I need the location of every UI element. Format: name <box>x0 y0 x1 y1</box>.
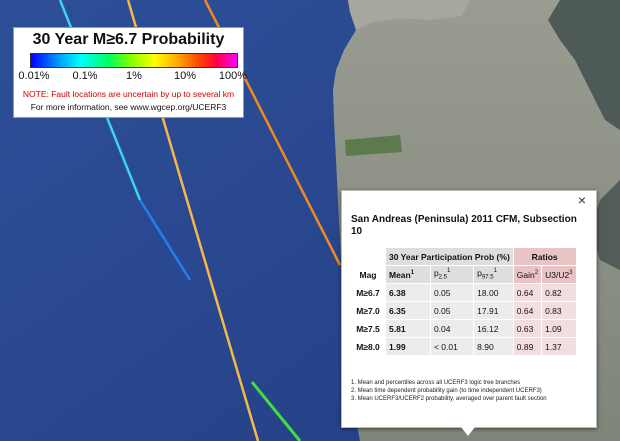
legend-note: NOTE: Fault locations are uncertain by u… <box>22 89 235 99</box>
probability-table: 30 Year Participation Prob (%) Ratios Ma… <box>350 247 577 356</box>
footnote: 3. Mean UCERF3/UCERF2 probability, avera… <box>351 396 547 402</box>
header-participation: 30 Year Participation Prob (%) <box>386 248 513 265</box>
popup-pointer <box>461 427 475 436</box>
table-group-header: 30 Year Participation Prob (%) Ratios <box>351 248 576 265</box>
table-row: M≥7.0 6.35 0.05 17.91 0.64 0.83 <box>351 302 576 319</box>
footnote: 1. Mean and percentiles across all UCERF… <box>351 380 521 386</box>
popup-title: San Andreas (Peninsula) 2011 CFM, Subsec… <box>351 214 577 237</box>
table-column-header: Mag Mean1 p2.51 p97.51 Gain2 U3/U23 <box>351 266 576 283</box>
header-mean: Mean1 <box>386 266 430 283</box>
probability-legend: 30 Year M≥6.7 Probability 0.01% 0.1% 1% … <box>13 27 248 118</box>
header-mag: Mag <box>359 269 377 280</box>
table-row: M≥7.5 5.81 0.04 16.12 0.63 1.09 <box>351 320 576 337</box>
legend-info: For more information, see www.wgcep.org/… <box>30 102 227 112</box>
park <box>345 135 402 156</box>
legend-tick: 100% <box>218 70 248 82</box>
bay-water <box>548 0 620 130</box>
header-p975: p97.51 <box>474 266 513 283</box>
footnotes: 1. Mean and percentiles across all UCERF… <box>351 379 547 403</box>
table-row: M≥6.7 6.38 0.05 18.00 0.64 0.82 <box>351 284 576 301</box>
header-p25: p2.51 <box>430 266 474 283</box>
legend-tick: 0.1% <box>72 70 98 82</box>
info-popup: × San Andreas (Peninsula) 2011 CFM, Subs… <box>341 190 597 428</box>
legend-tick: 1% <box>126 70 142 82</box>
legend-tick: 0.01% <box>18 70 50 82</box>
color-scale-bar <box>30 53 238 68</box>
close-icon[interactable]: × <box>577 192 586 208</box>
header-gain: Gain2 <box>513 266 542 283</box>
header-ratios: Ratios <box>513 248 576 265</box>
fault-trace-blue <box>138 199 192 281</box>
land-north <box>348 0 470 30</box>
legend-tick: 10% <box>173 70 197 82</box>
table-row: M≥8.0 1.99 < 0.01 8.90 0.89 1.37 <box>351 338 576 355</box>
header-u3u2: U3/U23 <box>542 266 576 283</box>
bay-water-2 <box>590 180 620 270</box>
footnote: 2. Mean time dependent probability gain … <box>351 388 542 394</box>
fault-trace-green <box>250 381 302 441</box>
legend-title: 30 Year M≥6.7 Probability <box>32 31 225 48</box>
